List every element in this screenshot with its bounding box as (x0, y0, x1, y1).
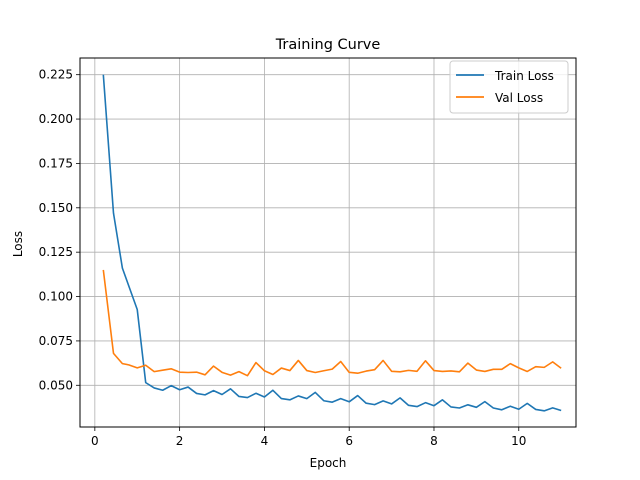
series-line-val-loss (102, 269, 562, 377)
series-lines (102, 74, 562, 412)
y-tick-label: 0.125 (39, 245, 73, 259)
x-tick-label: 6 (345, 434, 353, 448)
chart-title: Training Curve (275, 37, 381, 53)
x-tick-label: 10 (511, 434, 526, 448)
x-tick-label: 4 (261, 434, 269, 448)
x-tick-label: 8 (430, 434, 438, 448)
y-tick-label: 0.200 (39, 112, 73, 126)
legend-label-val-loss: Val Loss (495, 91, 543, 105)
y-axis-label: Loss (11, 231, 25, 257)
axis-ticks: 0 2 4 6 8 10 0.050 0.075 0.100 0.125 0.150 0.175 0.2… (39, 68, 527, 448)
series-line-train-loss (102, 74, 562, 412)
y-tick-label: 0.225 (39, 68, 73, 82)
y-tick-label: 0.075 (39, 334, 73, 348)
legend: Train Loss Val Loss (449, 60, 569, 114)
y-tick-label: 0.150 (39, 201, 73, 215)
x-tick-label: 2 (176, 434, 184, 448)
y-tick-label: 0.175 (39, 156, 73, 170)
x-tick-label: 0 (91, 434, 99, 448)
legend-box (449, 60, 569, 114)
legend-label-train-loss: Train Loss (494, 69, 554, 83)
grid (80, 58, 576, 427)
plot-frame (79, 57, 577, 428)
y-tick-label: 0.050 (39, 378, 73, 392)
x-axis-label: Epoch (310, 456, 347, 470)
y-tick-label: 0.100 (39, 290, 73, 304)
